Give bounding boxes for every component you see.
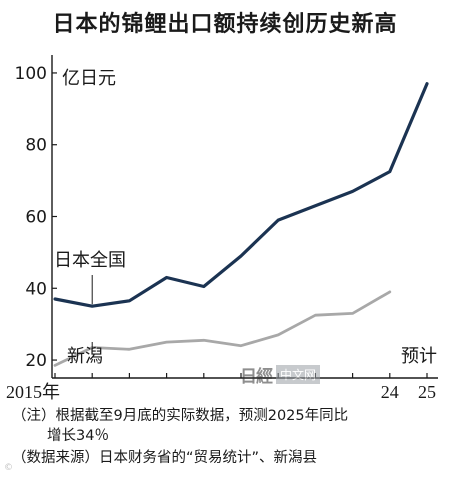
y-tick-label: 80 xyxy=(25,136,47,156)
footnote-line-2: 增长34％ xyxy=(47,428,109,444)
watermark-text: 中文网 xyxy=(275,365,320,384)
x-tick-label: 25 xyxy=(418,382,436,402)
chart-title: 日本的锦鲤出口额持续创历史新高 xyxy=(52,12,398,37)
x-tick-label: 24 xyxy=(381,382,399,402)
x-tick-label: 2015年 xyxy=(6,382,60,402)
series-label-niigata: 新潟 xyxy=(67,346,103,367)
series-line-japan xyxy=(53,82,429,308)
y-unit-label: 亿日元 xyxy=(62,68,116,89)
source-note: （数据来源）日本财务省的“贸易统计”、新潟县 xyxy=(12,450,318,466)
y-tick-label: 40 xyxy=(25,279,47,299)
series-line-niigata xyxy=(53,290,392,367)
watermark-logo: 日經 xyxy=(239,367,273,387)
y-tick-label: 60 xyxy=(25,208,47,228)
nikkei-watermark: 日經 中文网 xyxy=(240,362,320,387)
y-tick-label: 100 xyxy=(15,64,47,84)
corner-mark: © xyxy=(4,463,13,473)
y-tick-label: 20 xyxy=(25,351,47,371)
series-label-japan: 日本全国 xyxy=(54,250,126,271)
footnote-line-1: （注）根据截至9月底的实际数据，预测2025年同比 xyxy=(12,408,349,424)
forecast-label: 预计 xyxy=(401,346,437,367)
